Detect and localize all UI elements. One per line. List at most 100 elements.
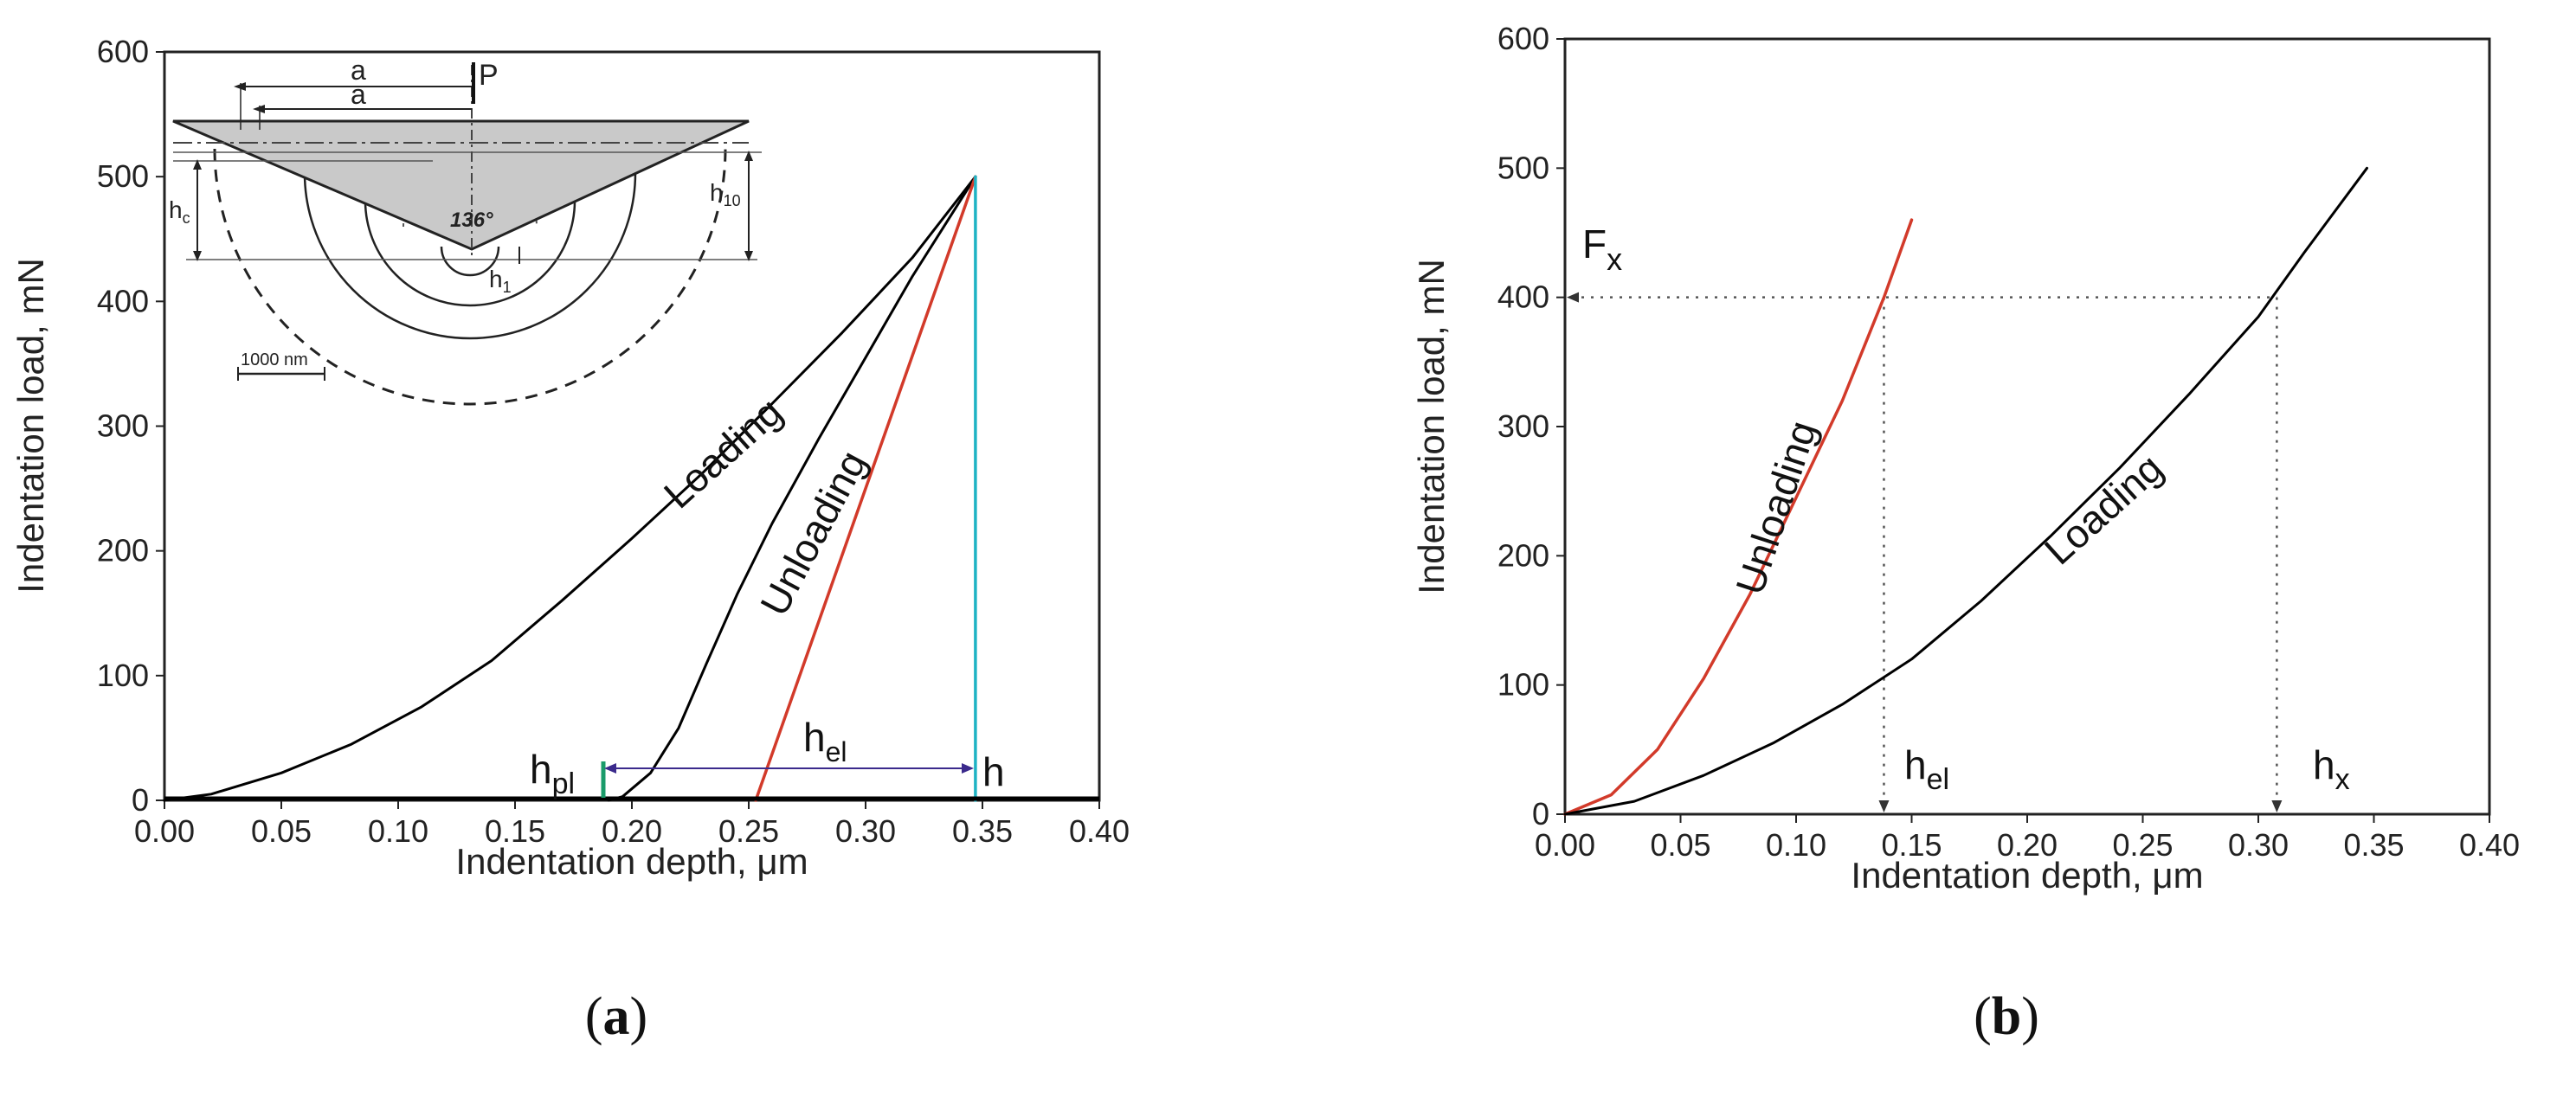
- panel-label-a-letter: a: [603, 987, 630, 1046]
- loading-label-b: Loading: [2036, 445, 2171, 573]
- h10-arrowhead-bottom: [744, 251, 753, 261]
- unloading-label-b: Unloading: [1727, 415, 1825, 600]
- x-tick-label-a: 0.20: [602, 813, 662, 849]
- fx-guide-arrowhead: [1567, 292, 1579, 303]
- x-tick-label-b: 0.05: [1650, 827, 1710, 863]
- guide-lines-b: [1567, 292, 2283, 812]
- hc-arrowhead-top: [193, 159, 202, 170]
- radius-label-a-1: a: [351, 55, 366, 86]
- y-tick-label-b: 100: [1497, 667, 1549, 703]
- h1-label-sub: 1: [503, 279, 512, 296]
- x-tick-label-b: 0.40: [2459, 827, 2520, 863]
- h10-arrowhead-top: [744, 151, 753, 161]
- h10-label: h10: [710, 179, 741, 209]
- h-el-label-base: h: [803, 715, 826, 760]
- h10-label-base: h: [710, 179, 724, 206]
- fx-label: Fx: [1582, 222, 1622, 277]
- scale-bar-label: 1000 nm: [241, 350, 308, 369]
- h-x-label: hx: [2313, 742, 2350, 796]
- panel-b: 0.00 0.05 0.10 0.15 0.20 0.25 0.30 0.35 0.40 0 100…: [1411, 21, 2520, 896]
- unloading-label-a: Unloading: [751, 443, 875, 622]
- panel-a: 0.00 0.05 0.10 0.15 0.20 0.25 0.30 0.35 0.40 0 100…: [10, 34, 1130, 882]
- x-axis-label-a: Indentation depth, μm: [455, 841, 808, 882]
- inset-arc-1: [440, 246, 500, 277]
- h-x-guide-arrowhead: [2271, 800, 2283, 812]
- y-tick-label-a: 200: [97, 533, 149, 568]
- x-tick-label-a: 0.30: [835, 813, 896, 849]
- tick-labels-b: 0.00 0.05 0.10 0.15 0.20 0.25 0.30 0.35 0.40 0 100…: [1497, 21, 2520, 863]
- x-tick-label-b: 0.25: [2112, 827, 2173, 863]
- series-group-b: [1563, 166, 2368, 816]
- h-x-label-base: h: [2313, 742, 2335, 787]
- h10-label-sub: 10: [724, 192, 741, 209]
- hc-label-base: h: [169, 196, 183, 223]
- h-label: h: [982, 749, 1005, 794]
- h-el-arrowhead-right: [962, 763, 974, 774]
- h-pl-label-base: h: [530, 747, 552, 792]
- radius-a-arrowhead-2: [253, 105, 265, 113]
- x-tick-label-a: 0.05: [251, 813, 312, 849]
- fx-label-sub: x: [1607, 241, 1622, 277]
- x-tick-label-a: 0.15: [485, 813, 545, 849]
- y-tick-label-b: 300: [1497, 408, 1549, 444]
- x-tick-label-a: 0.40: [1069, 813, 1130, 849]
- x-tick-label-b: 0.15: [1881, 827, 1942, 863]
- panel-label-a: (a): [585, 987, 647, 1046]
- x-tick-label-a: 0.00: [134, 813, 195, 849]
- series-loading-b: [1563, 166, 2368, 816]
- y-tick-label-a: 0: [132, 782, 149, 818]
- x-tick-label-b: 0.00: [1535, 827, 1595, 863]
- radius-a-arrowhead-1: [234, 82, 246, 91]
- plot-frame-b: [1563, 37, 2491, 816]
- y-tick-label-a: 600: [97, 34, 149, 69]
- hc-label-sub: c: [183, 209, 190, 227]
- inset-arc-outer-dashed: [213, 148, 727, 406]
- h1-label: h1: [489, 266, 512, 296]
- y-axis-label-a: Indentation load, mN: [10, 258, 51, 594]
- loading-label-a: Loading: [655, 388, 790, 517]
- y-tick-label-a: 500: [97, 158, 149, 194]
- series-loading-a: [163, 175, 977, 802]
- tick-labels-a: 0.00 0.05 0.10 0.15 0.20 0.25 0.30 0.35 0.40 0 100…: [97, 34, 1130, 849]
- h-el-label: hel: [803, 715, 847, 767]
- y-tick-label-a: 100: [97, 658, 149, 693]
- y-tick-label-b: 500: [1497, 150, 1549, 185]
- y-tick-label-a: 300: [97, 408, 149, 444]
- radius-label-a-2: a: [351, 79, 366, 110]
- h-pl-label-sub: pl: [552, 767, 575, 800]
- axis-ticks-a: [156, 51, 1100, 809]
- x-tick-label-b: 0.20: [1997, 827, 2058, 863]
- panel-label-b: (b): [1974, 987, 2039, 1046]
- x-tick-label-a: 0.25: [718, 813, 779, 849]
- h-el-guide-arrowhead: [1878, 800, 1890, 812]
- x-tick-label-a: 0.10: [368, 813, 428, 849]
- y-tick-label-a: 400: [97, 283, 149, 318]
- h-x-label-sub: x: [2335, 763, 2350, 796]
- y-tick-label-b: 600: [1497, 21, 1549, 56]
- axis-ticks-b: [1556, 38, 2490, 823]
- series-unloading-b: [1563, 218, 1914, 816]
- inset-arc-3: [303, 172, 637, 340]
- panel-label-b-letter: b: [1992, 987, 2021, 1046]
- h-el-label-b-base: h: [1904, 742, 1927, 787]
- y-tick-label-b: 200: [1497, 537, 1549, 573]
- x-tick-label-b: 0.10: [1766, 827, 1826, 863]
- x-tick-label-b: 0.35: [2343, 827, 2404, 863]
- h-el-arrowhead-left: [604, 763, 616, 774]
- fx-label-base: F: [1582, 222, 1607, 266]
- h1-label-base: h: [489, 266, 503, 292]
- series-tangent-a: [754, 175, 977, 802]
- inset-arc-2: [364, 200, 576, 307]
- series-unloading-a: [607, 175, 977, 802]
- y-tick-label-b: 400: [1497, 279, 1549, 315]
- h-el-label-b-sub: el: [1927, 763, 1949, 796]
- x-tick-label-a: 0.35: [952, 813, 1013, 849]
- h-el-label-b: hel: [1904, 742, 1949, 796]
- hc-label: hc: [169, 196, 190, 227]
- series-group-a: [163, 175, 1099, 802]
- x-axis-label-b: Indentation depth, μm: [1851, 855, 2203, 896]
- load-label-P: P: [479, 59, 499, 92]
- indenter-angle-label: 136°: [450, 209, 493, 232]
- y-axis-label-b: Indentation load, mN: [1411, 259, 1452, 594]
